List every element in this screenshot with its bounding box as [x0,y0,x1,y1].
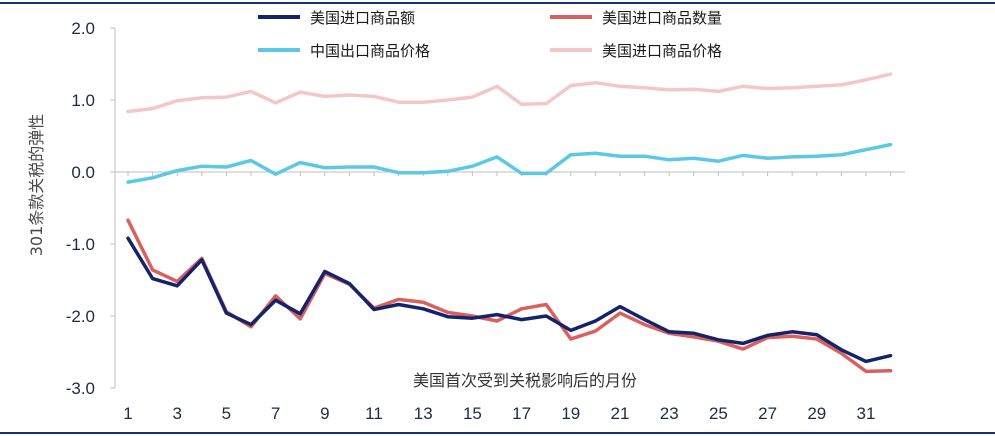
legend-label-us-import-quantity: 美国进口商品数量 [602,9,722,27]
x-tick-label: 3 [172,404,181,423]
series-line-us-import-price [126,72,893,114]
series-line-us-import-quantity [126,218,893,374]
legend-label-us-import-price: 美国进口商品价格 [602,42,722,60]
x-tick-label: 27 [758,404,777,423]
y-tick-label: 0.0 [71,163,95,182]
x-tick-label: 5 [222,404,231,423]
y-tick-label: -1.0 [66,235,95,254]
y-tick-label: -2.0 [66,307,95,326]
x-tick-label: 9 [320,404,329,423]
y-tick-label: 2.0 [71,19,95,38]
series-line-china-export-price [126,142,893,184]
legend-label-us-import-value: 美国进口商品额 [310,9,415,27]
x-tick-label: 17 [512,404,531,423]
y-tick-label: -3.0 [66,379,95,398]
y-axis-title: 301条款关税的弹性 [27,114,46,257]
x-tick-label: 31 [857,404,876,423]
series-line-us-import-value [126,236,893,364]
y-axis: 2.0 1.0 0.0 -1.0 -2.0 -3.0 [66,19,116,398]
x-tick-label: 19 [561,404,580,423]
legend-label-china-export-price: 中国出口商品价格 [310,42,430,60]
x-tick-label: 11 [365,404,383,423]
x-tick-label: 7 [271,404,280,423]
x-tick-label: 1 [123,404,132,423]
x-tick-label: 29 [807,404,826,423]
x-tick-label: 25 [709,404,728,423]
x-axis-title: 美国首次受到关税影响后的月份 [413,371,637,390]
series-lines [126,72,893,374]
x-axis: 1 3 5 7 9 11 13 15 17 19 21 23 25 27 29 31 [115,171,905,423]
y-tick-label: 1.0 [71,91,95,110]
x-tick-label: 21 [611,404,630,423]
x-tick-label: 23 [660,404,679,423]
x-tick-label: 15 [463,404,482,423]
x-tick-label: 13 [414,404,433,423]
